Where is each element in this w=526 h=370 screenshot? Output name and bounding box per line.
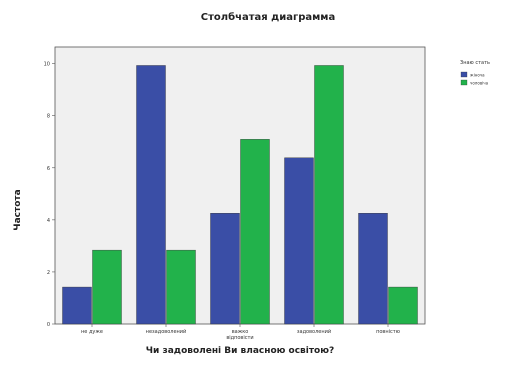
bar-жіноча-3 xyxy=(284,157,314,325)
x-tick-label: повністю xyxy=(376,329,400,335)
bar-чоловіча-0 xyxy=(92,249,122,325)
legend-swatch xyxy=(460,71,468,78)
legend-label: чоловіча xyxy=(470,81,489,86)
bar-жіноча-4 xyxy=(358,212,388,325)
bar-чоловіча-2 xyxy=(240,139,270,325)
bar-чоловіча-1 xyxy=(166,249,196,325)
legend-swatch xyxy=(460,79,468,86)
y-tick-label: 0 xyxy=(47,322,50,328)
x-tick-label: незадоволений xyxy=(146,328,187,335)
x-axis-label: Чи задоволені Ви власною освітою? xyxy=(146,345,334,356)
bars-group xyxy=(62,65,418,325)
bar-жіноча-1 xyxy=(136,65,166,325)
bar-чоловіча-3 xyxy=(314,65,344,325)
legend-label: жіноча xyxy=(470,73,485,78)
y-axis-ticks: 0 2 4 6 8 10 xyxy=(44,62,55,328)
bar-жіноча-0 xyxy=(62,286,92,325)
y-tick-label: 6 xyxy=(47,166,50,172)
y-tick-label: 8 xyxy=(47,114,50,120)
y-axis-label: Частота xyxy=(13,189,23,230)
x-tick-label: важко xyxy=(232,329,249,335)
y-tick-label: 10 xyxy=(44,62,50,68)
y-tick-label: 4 xyxy=(47,218,50,224)
x-tick-label-line2: відповісти xyxy=(226,335,253,341)
x-tick-label: задоволений xyxy=(297,328,331,335)
chart-title: Столбчатая диаграмма xyxy=(201,11,335,23)
x-tick-label: не дуже xyxy=(81,329,103,335)
bar-чоловіча-4 xyxy=(388,286,418,325)
legend-title: Знаю стать xyxy=(460,60,490,66)
bar-жіноча-2 xyxy=(210,212,240,325)
legend: Знаю стать жіноча чоловіча xyxy=(460,60,490,86)
y-tick-label: 2 xyxy=(47,270,50,276)
